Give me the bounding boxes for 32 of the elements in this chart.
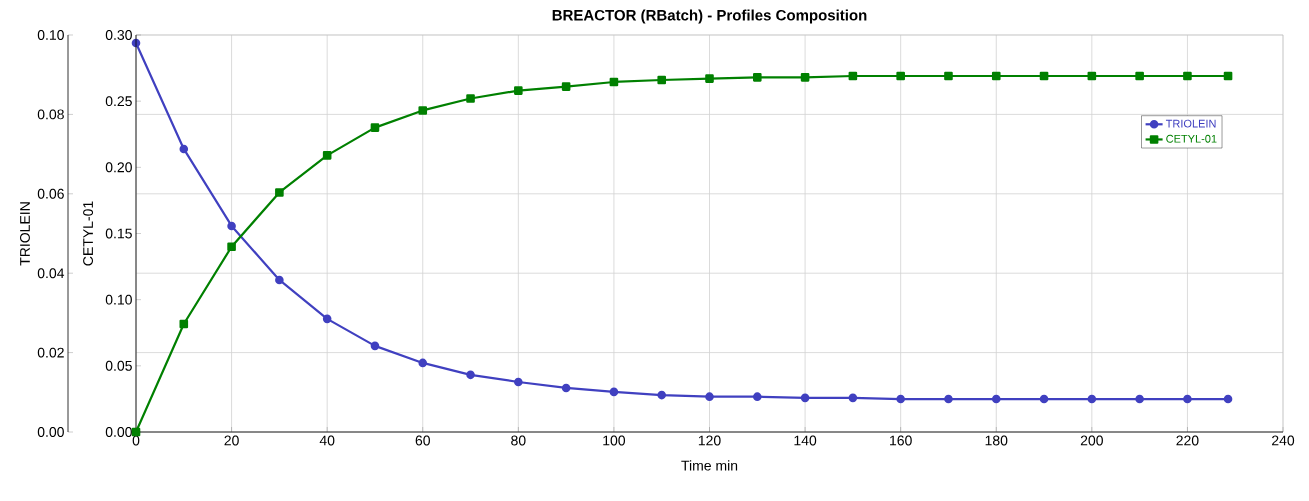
legend-label: TRIOLEIN — [1165, 119, 1216, 128]
x-tick-label: 240 — [1272, 435, 1295, 446]
x-tick-label: 60 — [415, 435, 430, 446]
x-tick-label: 140 — [794, 435, 817, 446]
y-tick-label: 0.02 — [37, 347, 64, 358]
y2-tick-label: 0.05 — [105, 360, 132, 371]
y2-tick-label: 0.10 — [105, 294, 132, 305]
x-tick-label: 40 — [319, 435, 335, 446]
chart-title: BREACTOR (RBatch) - Profiles Composition — [552, 9, 867, 24]
x-tick-label: 160 — [890, 435, 912, 446]
x-tick-label: 80 — [511, 435, 526, 446]
x-tick-label: 120 — [698, 435, 721, 446]
x-tick-label: 20 — [224, 435, 239, 446]
x-tick-label: 100 — [603, 435, 626, 446]
y-tick-label: 0.06 — [37, 188, 64, 199]
y2-tick-label: 0.15 — [105, 228, 132, 239]
y2-tick-label: 0.20 — [105, 162, 132, 173]
legend-label: CETYL-01 — [1166, 134, 1217, 143]
y2-tick-label: 0.00 — [105, 427, 132, 437]
y-axis-title: TRIOLEIN — [20, 202, 30, 266]
x-tick-label: 0 — [132, 435, 140, 446]
y2-axis-title: CETYL-01 — [83, 201, 94, 266]
x-tick-label: 220 — [1176, 435, 1199, 446]
y-tick-label: 0.10 — [37, 30, 64, 40]
x-axis-title: Time min — [681, 460, 738, 471]
y2-tick-label: 0.25 — [105, 96, 132, 107]
y2-tick-label: 0.30 — [105, 30, 132, 40]
x-tick-label: 180 — [985, 435, 1008, 446]
x-tick-label: 200 — [1080, 435, 1103, 446]
y-tick-label: 0.00 — [37, 427, 64, 437]
y-tick-label: 0.08 — [37, 109, 64, 120]
y-tick-label: 0.04 — [37, 268, 65, 279]
